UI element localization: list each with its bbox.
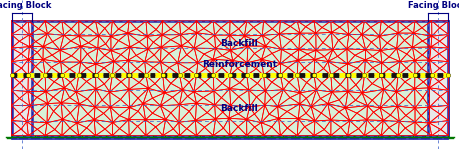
Text: Reinforcement: Reinforcement [201, 60, 276, 69]
Text: Facing Block: Facing Block [0, 1, 51, 10]
Bar [426, 21, 448, 136]
Bar [11, 21, 448, 136]
Bar [11, 21, 33, 136]
Text: Backfill: Backfill [220, 39, 257, 48]
Text: Backfill: Backfill [220, 104, 257, 113]
Text: Facing Block: Facing Block [408, 1, 459, 10]
